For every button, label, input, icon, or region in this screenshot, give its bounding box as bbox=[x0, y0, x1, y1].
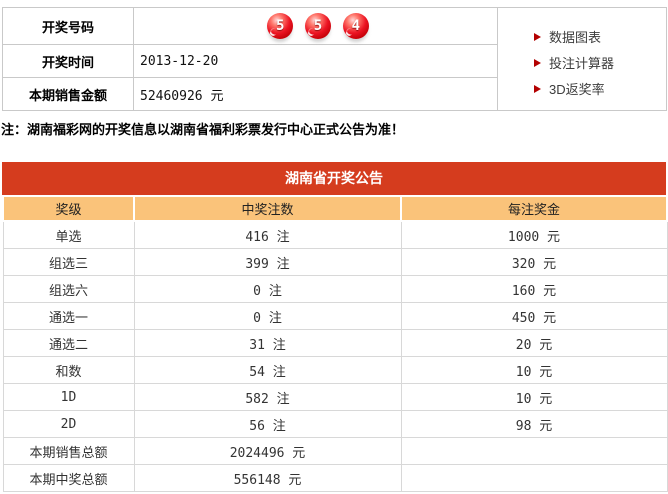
prize-per-bet: 1000 元 bbox=[400, 220, 668, 249]
prize-level: 单选 bbox=[2, 220, 135, 249]
winning-bets: 0 注 bbox=[133, 275, 402, 303]
link-bet-calculator[interactable]: 投注计算器 bbox=[534, 50, 666, 76]
table-row: 通选二 31 注 20 元 bbox=[2, 329, 668, 357]
prize-level: 和数 bbox=[2, 356, 135, 384]
winning-bets: 416 注 bbox=[133, 220, 402, 249]
table-row: 1D 582 注 10 元 bbox=[2, 383, 668, 411]
prize-level: 2D bbox=[2, 410, 135, 438]
table-row: 组选三 399 注 320 元 bbox=[2, 248, 668, 276]
table-row: 组选六 0 注 160 元 bbox=[2, 275, 668, 303]
draw-info-table: 开奖号码 5 5 4 数据图表 投注计算器 bbox=[2, 7, 667, 111]
prize-table: 奖级 中奖注数 每注奖金 单选 416 注 1000 元 组选三 399 注 3… bbox=[2, 195, 668, 492]
link-data-charts[interactable]: 数据图表 bbox=[534, 24, 666, 50]
draw-info-section: 开奖号码 5 5 4 数据图表 投注计算器 bbox=[2, 7, 667, 111]
winning-bets: 0 注 bbox=[133, 302, 402, 330]
link-3d-return-rate[interactable]: 3D返奖率 bbox=[534, 76, 666, 102]
winning-bets: 31 注 bbox=[133, 329, 402, 357]
prize-level: 组选六 bbox=[2, 275, 135, 303]
table-row: 通选一 0 注 450 元 bbox=[2, 302, 668, 330]
empty-cell bbox=[400, 437, 668, 465]
col-header-prize-level: 奖级 bbox=[2, 195, 135, 222]
draw-time-row: 开奖时间 2013-12-20 bbox=[2, 44, 667, 78]
link-label: 数据图表 bbox=[549, 30, 602, 45]
col-header-prize-per-bet: 每注奖金 bbox=[400, 195, 668, 222]
prize-level: 组选三 bbox=[2, 248, 135, 276]
prize-level: 1D bbox=[2, 383, 135, 411]
col-header-winning-bets: 中奖注数 bbox=[133, 195, 402, 222]
prize-per-bet: 160 元 bbox=[400, 275, 668, 303]
table-row: 本期销售总额 2024496 元 bbox=[2, 437, 668, 465]
winning-bets: 582 注 bbox=[133, 383, 402, 411]
table-row: 2D 56 注 98 元 bbox=[2, 410, 668, 438]
prize-per-bet: 98 元 bbox=[400, 410, 668, 438]
arrow-right-icon bbox=[534, 84, 541, 93]
draw-time-label: 开奖时间 bbox=[2, 44, 134, 78]
draw-number-row: 开奖号码 5 5 4 数据图表 投注计算器 bbox=[2, 7, 667, 111]
sales-amount-label: 本期销售金额 bbox=[2, 77, 134, 111]
prize-per-bet: 320 元 bbox=[400, 248, 668, 276]
link-label: 投注计算器 bbox=[549, 56, 615, 71]
sales-amount-value: 52460926 元 bbox=[133, 77, 498, 111]
quick-links-panel: 数据图表 投注计算器 3D返奖率 bbox=[497, 7, 667, 111]
arrow-right-icon bbox=[534, 58, 541, 67]
winning-bets: 56 注 bbox=[133, 410, 402, 438]
empty-cell bbox=[400, 464, 668, 492]
prize-per-bet: 20 元 bbox=[400, 329, 668, 357]
winning-bets: 54 注 bbox=[133, 356, 402, 384]
sales-amount-row: 本期销售金额 52460926 元 bbox=[2, 77, 667, 111]
lottery-ball-3: 4 bbox=[342, 13, 369, 39]
lottery-ball-1: 5 bbox=[267, 13, 294, 39]
table-row: 和数 54 注 10 元 bbox=[2, 356, 668, 384]
total-winnings-value: 556148 元 bbox=[133, 464, 402, 492]
winning-bets: 399 注 bbox=[133, 248, 402, 276]
prize-per-bet: 450 元 bbox=[400, 302, 668, 330]
arrow-right-icon bbox=[534, 32, 541, 41]
total-sales-value: 2024496 元 bbox=[133, 437, 402, 465]
total-sales-label: 本期销售总额 bbox=[2, 437, 135, 465]
announcement-section: 湖南省开奖公告 奖级 中奖注数 每注奖金 单选 416 注 1000 元 组选三… bbox=[2, 162, 668, 492]
total-winnings-label: 本期中奖总额 bbox=[2, 464, 135, 492]
draw-numbers: 5 5 4 bbox=[133, 7, 498, 45]
lottery-ball-2: 5 bbox=[305, 13, 331, 39]
draw-time-value: 2013-12-20 bbox=[133, 44, 498, 78]
prize-per-bet: 10 元 bbox=[400, 356, 668, 384]
table-row: 本期中奖总额 556148 元 bbox=[2, 464, 668, 492]
prize-level: 通选二 bbox=[2, 329, 135, 357]
draw-number-label: 开奖号码 bbox=[2, 7, 134, 45]
table-row: 单选 416 注 1000 元 bbox=[2, 220, 668, 249]
prize-level: 通选一 bbox=[2, 302, 135, 330]
link-label: 3D返奖率 bbox=[549, 82, 605, 97]
prize-table-header-row: 奖级 中奖注数 每注奖金 bbox=[2, 195, 668, 222]
announcement-title: 湖南省开奖公告 bbox=[2, 162, 666, 195]
prize-per-bet: 10 元 bbox=[400, 383, 668, 411]
disclaimer-note: 注：湖南福彩网的开奖信息以湖南省福利彩票发行中心正式公告为准！ bbox=[1, 122, 405, 137]
